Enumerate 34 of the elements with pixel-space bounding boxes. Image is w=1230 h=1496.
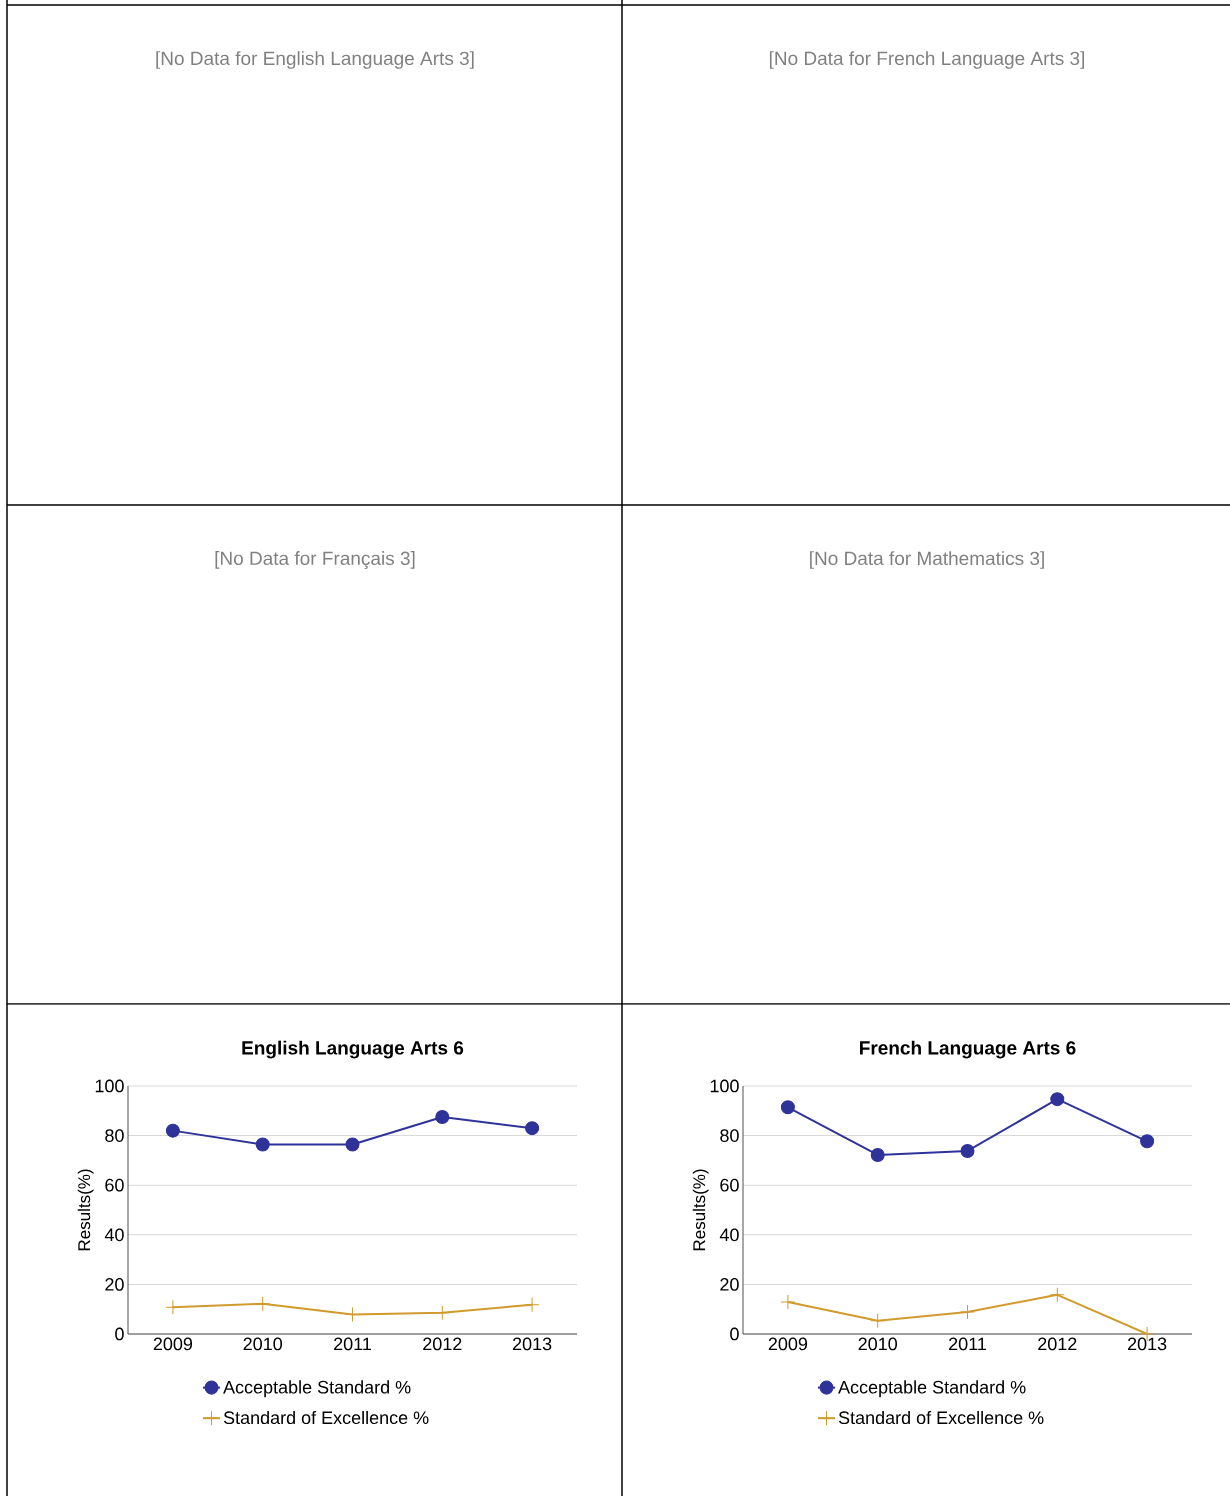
legend-label: Acceptable Standard % (838, 1380, 1026, 1398)
text: [No Data for English Language Arts 3] (156, 51, 474, 69)
text: [No Data for Mathematics 3] (810, 551, 1044, 569)
y-axis-title: Results(%) (77, 1169, 94, 1251)
x-tick-label: 2010 (243, 1337, 283, 1351)
x-tick-label: 2009 (153, 1337, 193, 1351)
x-tick-label: 2010 (858, 1337, 898, 1351)
x-tick-label: 2013 (1127, 1337, 1167, 1351)
y-tick-label: 40 (719, 1228, 739, 1242)
y-tick-label: 100 (95, 1079, 124, 1093)
chart-title: English Language Arts 6 (242, 1040, 464, 1059)
x-tick-label: 2011 (334, 1337, 371, 1351)
y-axis-title: Results(%) (692, 1169, 709, 1251)
x-tick-label: 2013 (512, 1337, 552, 1351)
x-tick-label: 2009 (768, 1337, 808, 1351)
legend-label: Standard of Excellence % (223, 1410, 429, 1425)
chart-title: French Language Arts 6 (860, 1040, 1076, 1059)
y-tick-label: 80 (105, 1129, 124, 1142)
y-tick-label: 40 (104, 1228, 124, 1242)
y-tick-label: 0 (115, 1327, 124, 1341)
y-tick-label: 60 (720, 1178, 739, 1192)
text: [No Data for French Language Arts 3] (769, 51, 1085, 69)
text: [No Data for Français 3] (215, 551, 415, 569)
y-tick-label: 100 (710, 1079, 739, 1093)
y-tick-label: 20 (105, 1278, 124, 1291)
y-tick-label: 60 (105, 1178, 124, 1192)
y-tick-label: 80 (720, 1129, 739, 1142)
legend-label: Acceptable Standard % (223, 1380, 411, 1398)
legend-label: Standard of Excellence % (838, 1410, 1044, 1425)
x-tick-label: 2012 (1038, 1337, 1077, 1351)
x-tick-label: 2011 (949, 1337, 986, 1351)
y-tick-label: 20 (720, 1278, 739, 1291)
x-tick-label: 2012 (423, 1337, 462, 1351)
y-tick-label: 0 (730, 1327, 739, 1341)
